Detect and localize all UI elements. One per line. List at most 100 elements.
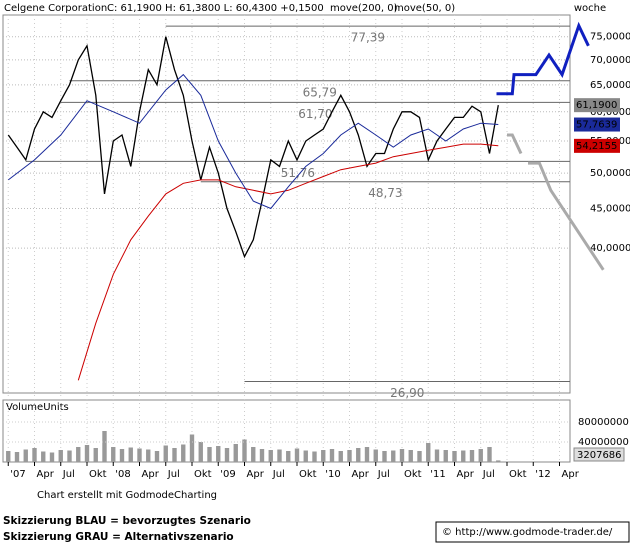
- moving-average: [77, 143, 499, 381]
- volume-bar: [268, 450, 273, 462]
- copyright-box: [435, 521, 630, 543]
- legend-entry: move(200, 0): [330, 3, 398, 14]
- x-tick-label: Okt: [194, 469, 212, 480]
- volume-bar: [382, 451, 387, 462]
- level-label: 65,79: [303, 85, 337, 99]
- volume-bar: [312, 451, 317, 462]
- plot-frame: [2, 14, 571, 394]
- level-label: 51,76: [281, 166, 315, 180]
- x-tick-label: Okt: [509, 469, 527, 480]
- y-tick-label: 40,0000: [590, 243, 630, 254]
- volume-bar: [461, 450, 466, 462]
- x-tick-label: '08: [115, 469, 130, 480]
- volume-bar: [181, 444, 186, 462]
- volume-bar: [338, 451, 343, 462]
- last-value-label: 57,7639: [576, 120, 617, 131]
- x-tick-label: Jul: [62, 469, 75, 480]
- volume-bar: [251, 447, 256, 462]
- y-tick-label: 60,0000: [590, 107, 630, 118]
- volume-bar: [154, 451, 160, 462]
- y-tick-label: 45,0000: [590, 204, 630, 215]
- volume-tick-label: 40000000: [578, 437, 629, 448]
- volume-bar: [417, 451, 422, 462]
- volume-bar: [58, 450, 63, 462]
- volume-bar: [6, 451, 11, 462]
- volume-bar: [259, 449, 265, 462]
- volume-bar: [321, 450, 326, 462]
- volume-bar: [137, 448, 142, 462]
- volume-bar: [478, 449, 483, 462]
- x-tick-label: Apr: [562, 469, 580, 480]
- volume-label: VolumeUnits: [6, 402, 69, 413]
- x-tick-label: '10: [325, 469, 340, 480]
- x-tick-label: '07: [10, 469, 25, 480]
- volume-bar: [224, 448, 230, 462]
- scenario-legend: Skizzierung GRAU = Alternativszenario: [3, 531, 234, 543]
- quote: C: 61,1900 H: 61,3800 L: 60,4300 +0,1500: [107, 3, 324, 14]
- volume-bar: [67, 450, 72, 462]
- last-value-box: [574, 117, 620, 132]
- y-tick-label: 75,0000: [590, 32, 630, 43]
- x-tick-label: Jul: [377, 469, 390, 480]
- volume-bar: [347, 450, 352, 462]
- volume-bar: [146, 449, 151, 462]
- volume-bar: [102, 431, 107, 462]
- chart-title: Celgene Corporation: [4, 3, 107, 14]
- volume-bar: [452, 451, 457, 462]
- x-tick-label: '11: [430, 469, 445, 480]
- volume-bar: [93, 448, 98, 462]
- last-value-label: 61,1900: [576, 100, 617, 111]
- price-line: [7, 36, 499, 259]
- level-label: 26,90: [390, 386, 424, 400]
- credit: Chart erstellt mit GodmodeCharting: [37, 490, 217, 501]
- x-tick-label: Okt: [404, 469, 422, 480]
- level-label: 77,39: [351, 31, 385, 45]
- volume-bar: [128, 447, 133, 462]
- x-tick-label: Apr: [352, 469, 370, 480]
- x-tick-label: Jul: [167, 469, 180, 480]
- volume-bar: [277, 449, 282, 462]
- volume-bar: [84, 445, 90, 462]
- y-tick-label: 50,0000: [590, 168, 630, 179]
- x-tick-label: Okt: [89, 469, 107, 480]
- volume-tick-label: 80000000: [578, 417, 629, 428]
- period: woche: [574, 3, 606, 14]
- volume-bar: [207, 447, 212, 462]
- moving-average: [7, 73, 499, 210]
- volume-bar: [373, 449, 378, 462]
- volume-bar: [399, 449, 405, 462]
- volume-bar: [303, 450, 308, 462]
- volume-bar: [76, 447, 81, 462]
- volume-bar: [163, 445, 168, 462]
- last-value-box: [574, 98, 620, 113]
- x-tick-label: Apr: [142, 469, 160, 480]
- volume-bar: [233, 444, 238, 462]
- volume-bar: [434, 449, 440, 462]
- x-tick-label: '12: [535, 469, 550, 480]
- volume-bar: [41, 451, 46, 462]
- volume-bar: [329, 449, 335, 462]
- volume-bar: [14, 452, 20, 462]
- volume-bar: [443, 450, 448, 462]
- volume-bar: [119, 449, 125, 462]
- volume-bar: [172, 448, 177, 462]
- scenario-legend: Skizzierung BLAU = bevorzugtes Szenario: [3, 515, 251, 527]
- copyright: © http://www.godmode-trader.de/: [442, 527, 613, 538]
- volume-bar: [286, 451, 291, 462]
- volume-bar: [496, 460, 501, 462]
- last-volume-label: 3207686: [577, 450, 622, 461]
- y-tick-label: 70,0000: [590, 55, 630, 66]
- x-tick-label: Apr: [247, 469, 265, 480]
- volume-bar: [364, 447, 370, 462]
- volume-bar: [426, 443, 431, 462]
- volume-bar: [111, 447, 116, 462]
- x-tick-label: Okt: [299, 469, 317, 480]
- volume-bar: [408, 450, 413, 462]
- x-tick-label: Jul: [482, 469, 495, 480]
- volume-bar: [487, 447, 492, 462]
- last-value-box: [574, 138, 620, 153]
- volume-bar: [49, 452, 55, 462]
- volume-bar: [189, 434, 195, 462]
- volume-bar: [32, 448, 37, 462]
- x-tick-label: '09: [220, 469, 235, 480]
